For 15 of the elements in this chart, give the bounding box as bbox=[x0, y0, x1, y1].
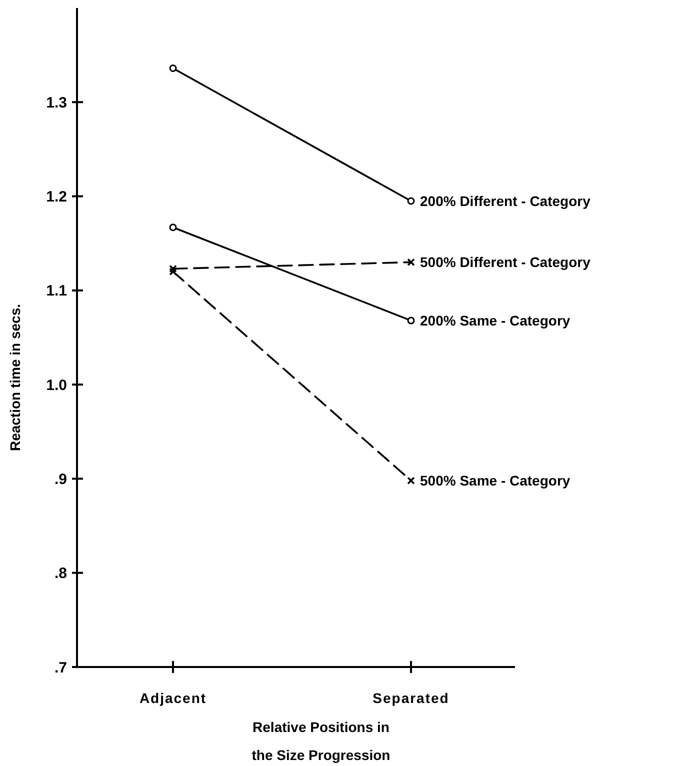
y-axis-title: Reaction time in secs. bbox=[7, 304, 23, 452]
series-label: 200% Same - Category bbox=[420, 312, 570, 328]
y-tick-label: 1.1 bbox=[46, 282, 67, 300]
x-tick-label: Adjacent bbox=[139, 690, 207, 706]
y-tick-label: 1.0 bbox=[46, 376, 67, 394]
y-tick-label: .9 bbox=[54, 470, 67, 488]
y-tick-label: .7 bbox=[54, 659, 67, 676]
series-label: 200% Different - Category bbox=[420, 192, 591, 209]
x-tick-label: Separated bbox=[372, 690, 450, 706]
y-tick-label: .8 bbox=[54, 565, 67, 582]
x-axis-title: Relative Positions in the Size Progression bbox=[252, 719, 390, 763]
series-label: 500% Same - Category bbox=[420, 472, 570, 488]
series-label: 500% Different - Category bbox=[420, 254, 591, 270]
y-tick-label: 1.3 bbox=[46, 94, 67, 112]
y-tick-label: 1.2 bbox=[46, 188, 67, 206]
